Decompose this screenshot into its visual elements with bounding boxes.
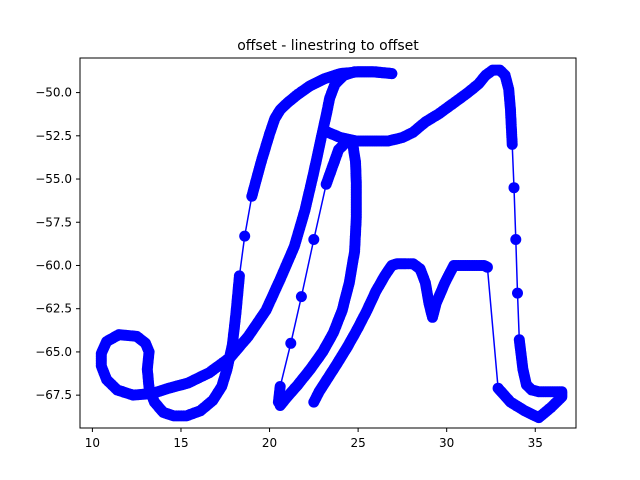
y-tick-label: −62.5 — [35, 302, 72, 316]
series-point — [285, 337, 297, 349]
axes-layer: 10 15 20 25 30 35 −50.0 −52.5 −55.0 −57.5 −60.0 −62… — [35, 86, 543, 450]
y-tick-label: −67.5 — [35, 388, 72, 402]
series-point — [272, 396, 284, 408]
series-point — [506, 138, 518, 150]
series-point — [512, 287, 523, 299]
y-tick-label: −60.0 — [35, 258, 72, 272]
x-tick-label: 35 — [528, 436, 543, 450]
y-tick-label: −52.5 — [35, 129, 72, 143]
series-layer — [95, 64, 568, 424]
x-tick-label: 15 — [173, 436, 188, 450]
series-1 — [95, 66, 398, 422]
series-point — [308, 396, 320, 408]
chart-title: offset - linestring to offset — [237, 38, 419, 54]
series-point — [510, 234, 522, 245]
series-2 — [308, 64, 568, 424]
series-point — [239, 230, 251, 242]
series-point — [492, 382, 504, 394]
x-tick-label: 25 — [350, 436, 365, 450]
series-point — [295, 291, 307, 303]
plot-area — [95, 64, 568, 424]
y-tick-label: −50.0 — [35, 86, 72, 100]
series-point — [233, 270, 245, 282]
series-point — [508, 182, 520, 194]
y-tick-label: −65.0 — [35, 345, 72, 359]
y-tick-label: −55.0 — [35, 172, 72, 186]
plot-frame — [79, 57, 577, 429]
y-tick-label: −57.5 — [35, 215, 72, 229]
series-point — [308, 234, 320, 245]
x-tick-label: 20 — [262, 436, 277, 450]
x-tick-label: 30 — [439, 436, 454, 450]
series-point — [386, 68, 398, 80]
series-point — [320, 178, 332, 190]
x-tick-label: 10 — [85, 436, 100, 450]
series-0 — [272, 135, 362, 411]
